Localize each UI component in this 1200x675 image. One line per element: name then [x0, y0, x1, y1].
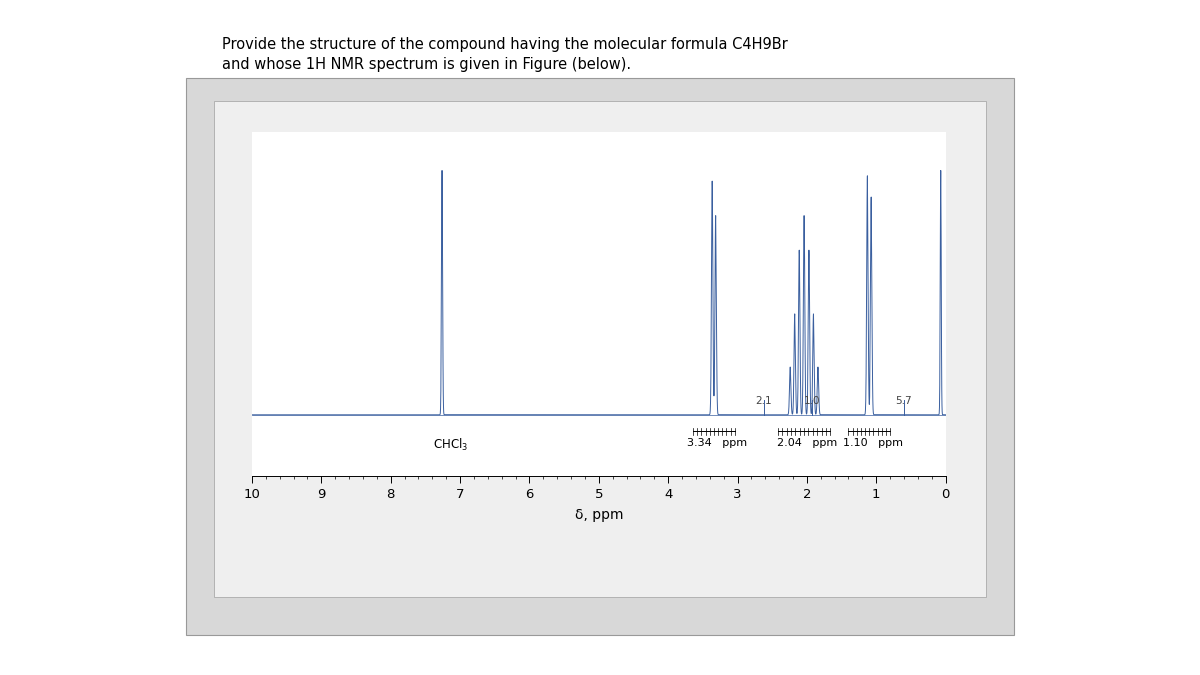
Text: 1.10   ppm: 1.10 ppm: [842, 437, 902, 448]
Text: 1.0: 1.0: [804, 396, 821, 406]
X-axis label: δ, ppm: δ, ppm: [575, 508, 623, 522]
Text: and whose 1H NMR spectrum is given in Figure (below).: and whose 1H NMR spectrum is given in Fi…: [222, 57, 631, 72]
Text: Provide the structure of the compound having the molecular formula C4H9Br: Provide the structure of the compound ha…: [222, 37, 787, 52]
FancyBboxPatch shape: [186, 78, 1014, 634]
FancyBboxPatch shape: [214, 101, 986, 597]
Text: 3.34   ppm: 3.34 ppm: [688, 437, 748, 448]
Text: 2.04   ppm: 2.04 ppm: [778, 437, 838, 448]
Text: CHCl$_3$: CHCl$_3$: [433, 437, 468, 452]
Text: 2.1: 2.1: [756, 396, 772, 406]
Text: 5.7: 5.7: [895, 396, 912, 406]
